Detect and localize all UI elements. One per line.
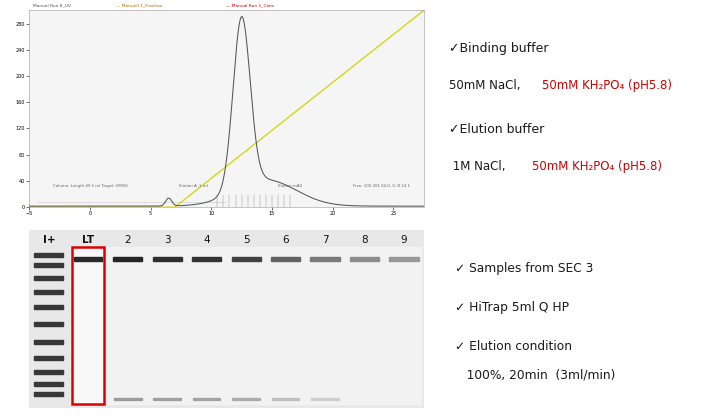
Text: 1M NaCl,: 1M NaCl, <box>449 160 509 173</box>
Bar <box>310 257 340 261</box>
Text: ✓ HiTrap 5ml Q HP: ✓ HiTrap 5ml Q HP <box>454 301 569 314</box>
Bar <box>34 382 63 386</box>
Text: Elution A: 1 ml: Elution A: 1 ml <box>179 184 208 188</box>
Bar <box>34 276 63 280</box>
Text: 50mM KH₂PO₄ (pH5.8): 50mM KH₂PO₄ (pH5.8) <box>542 79 672 92</box>
Text: 100%, 20min  (3ml/min): 100%, 20min (3ml/min) <box>454 368 615 381</box>
Bar <box>153 257 182 261</box>
Text: ✓Binding buffer: ✓Binding buffer <box>449 42 548 55</box>
Text: 3: 3 <box>164 235 171 245</box>
Bar <box>233 398 260 400</box>
Bar <box>34 356 63 359</box>
Text: 9: 9 <box>401 235 407 245</box>
Bar <box>74 257 103 261</box>
Text: 2: 2 <box>124 235 131 245</box>
Text: 7: 7 <box>322 235 329 245</box>
Text: 50mM KH₂PO₄ (pH5.8): 50mM KH₂PO₄ (pH5.8) <box>531 160 662 173</box>
Bar <box>34 253 63 257</box>
Bar <box>114 398 142 400</box>
Bar <box>73 247 104 404</box>
Text: 5: 5 <box>243 235 249 245</box>
Bar <box>350 257 379 261</box>
Bar <box>231 257 261 261</box>
Bar <box>34 290 63 294</box>
Text: — Manuell 1_Fraction: — Manuell 1_Fraction <box>116 3 162 8</box>
Bar <box>153 398 181 400</box>
Bar <box>34 370 63 374</box>
Text: ✓ Samples from SEC 3: ✓ Samples from SEC 3 <box>454 262 593 275</box>
Text: ✓Elution buffer: ✓Elution buffer <box>449 122 544 135</box>
Text: Frxn: 100 201 64.0, 0, B 14.1: Frxn: 100 201 64.0, 0, B 14.1 <box>353 184 410 188</box>
Bar <box>34 340 63 344</box>
Text: — Manual Run 1_Conc: — Manual Run 1_Conc <box>226 3 275 8</box>
Text: Column: Length 49.5 ml Target: 5M/56: Column: Length 49.5 ml Target: 5M/56 <box>53 184 127 188</box>
Bar <box>34 392 63 396</box>
Bar <box>192 257 221 261</box>
Text: Manual Run 8_UV: Manual Run 8_UV <box>33 3 71 8</box>
Bar <box>34 305 63 309</box>
Bar <box>272 398 300 400</box>
Bar <box>34 322 63 326</box>
Bar <box>71 247 422 404</box>
Text: Elution mAU: Elution mAU <box>278 184 302 188</box>
Bar <box>34 263 63 267</box>
Bar <box>113 257 142 261</box>
Text: 50mM NaCl,: 50mM NaCl, <box>449 79 524 92</box>
Text: 8: 8 <box>361 235 368 245</box>
Text: 6: 6 <box>282 235 289 245</box>
Text: I+: I+ <box>42 235 55 245</box>
Bar <box>311 398 339 400</box>
Text: LT: LT <box>82 235 95 245</box>
Bar <box>390 257 419 261</box>
Bar <box>193 398 220 400</box>
Text: ✓ Elution condition: ✓ Elution condition <box>454 340 571 353</box>
Bar <box>72 247 105 404</box>
Text: 4: 4 <box>204 235 210 245</box>
Bar <box>271 257 300 261</box>
